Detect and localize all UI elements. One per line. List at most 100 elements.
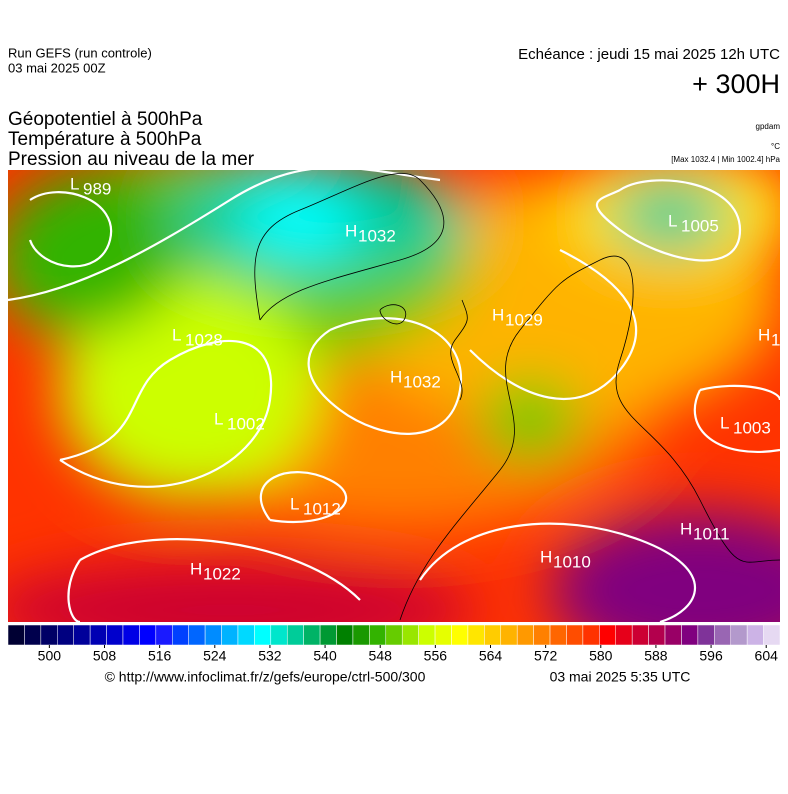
lead-time: + 300H [692,69,780,99]
colorbar-swatch [155,624,173,646]
colorbar-swatch [303,624,321,646]
colorbar-swatch [286,624,304,646]
colorbar-label: 532 [258,648,282,664]
colorbar-swatch [582,624,600,646]
colorbar-swatch [763,624,781,646]
colorbar-swatch [714,624,731,646]
valid-time: Echéance : jeudi 15 mai 2025 12h UTC [518,46,780,63]
colorbar-swatch [697,624,715,646]
colorbar-label: 604 [755,648,779,664]
center-type: L [668,211,677,230]
colorbar-swatch [434,624,452,646]
center-type: H [390,367,402,386]
colorbar-label: 596 [699,648,723,664]
center-type: H [345,221,357,240]
colorbar-swatch [237,624,255,646]
colorbar-swatch [40,624,58,646]
colorbar-swatch [24,624,42,646]
colorbar-label: 556 [424,648,448,664]
center-type: L [720,413,729,432]
center-value: 10 [771,330,788,349]
center-type: H [680,519,692,538]
colorbar-swatch [122,624,140,646]
run: Run GEFS (run controle) [8,45,152,60]
center-value: 1022 [203,564,241,583]
center-value: 1011 [693,524,730,543]
colorbar-swatch [336,624,354,646]
center-value: 1029 [505,310,543,329]
colorbar-swatch [664,624,682,646]
isobars [8,170,780,622]
center-type: L [172,325,181,344]
center-value: 1032 [358,226,396,245]
colorbar-label: 548 [369,648,393,664]
center-value: 1012 [303,499,341,518]
colorbar-swatch [270,624,288,646]
source: © http://www.infoclimat.fr/z/gefs/europe… [105,669,426,685]
center-value: 1003 [733,418,771,437]
colorbar-label: 500 [38,648,62,664]
colorbar-swatch [319,624,337,646]
colorbar-swatch [599,624,616,646]
colorbar: 500 508 516 524 532 540 548 556 564 572 580 588 596 6… [7,624,781,664]
colorbar-label: 516 [148,648,172,664]
colorbar-swatch [7,624,25,646]
colorbar-swatch [106,624,124,646]
colorbar-swatch [139,624,157,646]
colorbar-swatch [89,624,107,646]
center-value: 1005 [681,216,719,235]
field: Température à 500hPa [8,129,202,150]
colorbar-swatch [467,624,485,646]
center-type: L [70,174,79,193]
center-type: L [290,494,299,513]
colorbar-swatch [254,624,272,646]
colorbar-swatch [221,624,239,646]
colorbar-swatch [204,624,222,646]
unit: °C [771,142,780,151]
field: Géopotentiel à 500hPa [8,109,203,130]
colorbar-label: 580 [589,648,613,664]
unit: [Max 1032.4 | Min 1002.4] hPa [671,155,780,164]
colorbar-swatch [516,624,534,646]
center-value: 1010 [553,552,591,571]
center-value: 1002 [227,414,265,433]
colorbar-label: 572 [534,648,558,664]
colorbar-swatch [418,624,436,646]
colorbar-swatch [549,624,567,646]
colorbar-swatch [172,624,189,646]
colorbar-swatch [631,624,649,646]
colorbar-label: 588 [644,648,668,664]
colorbar-swatch [385,624,403,646]
colorbar-label: 508 [93,648,117,664]
colorbar-swatch [369,624,387,646]
field: Pression au niveau de la mer [8,149,255,170]
map [8,170,780,622]
colorbar-swatch [566,624,584,646]
generated: 03 mai 2025 5:35 UTC [550,669,691,685]
colorbar-swatch [500,624,518,646]
colorbar-label: 564 [479,648,503,664]
colorbar-swatch [352,624,370,646]
run-date: 03 mai 2025 00Z [8,60,106,75]
colorbar-swatch [401,624,419,646]
colorbar-swatch [746,624,764,646]
colorbar-swatch [57,624,74,646]
center-value: 1032 [403,372,441,391]
colorbar-swatch [188,624,206,646]
colorbar-label: 540 [313,648,337,664]
center-type: L [214,409,223,428]
unit: gpdam [756,122,781,131]
colorbar-swatch [615,624,633,646]
colorbar-label: 524 [203,648,227,664]
center-type: H [492,305,504,324]
center-value: 1028 [185,330,223,349]
center-type: H [758,325,770,344]
colorbar-swatch [730,624,748,646]
coastlines [254,173,780,621]
colorbar-swatch [484,624,502,646]
colorbar-swatch [533,624,551,646]
colorbar-swatch [451,624,469,646]
